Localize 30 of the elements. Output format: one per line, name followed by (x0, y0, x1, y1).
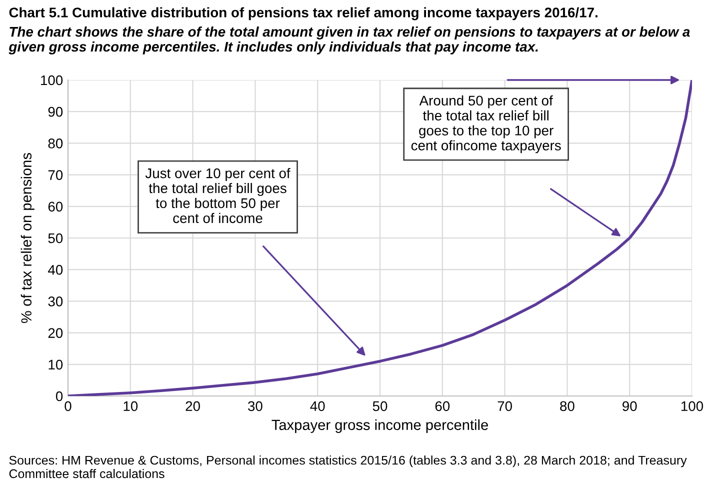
y-tick-label: 20 (48, 328, 63, 338)
line-series (68, 80, 692, 396)
x-tick-label: 30 (248, 401, 262, 412)
x-tick-label: 50 (372, 401, 388, 412)
y-tick-label: 100 (41, 75, 63, 86)
annotation: Just over 10 per cent of the total relief bill goes to the bottom 50 per cent of income (145, 168, 290, 224)
y-tick-label: 30 (48, 296, 63, 306)
y-tick-label: 10 (48, 360, 63, 370)
y-tick-label: 50 (48, 233, 63, 244)
x-tick-label: 0 (64, 401, 72, 412)
y-tick-label: 40 (48, 264, 63, 275)
x-tick-label: 60 (435, 401, 450, 412)
x-tick-label: 90 (622, 401, 637, 412)
y-tick-label: 90 (48, 106, 63, 117)
x-tick-label: 10 (124, 401, 138, 412)
annotation: Around 50 per cent of the total tax relief bill goes to the top 10 per cent ofincome taxpayers (411, 95, 561, 154)
x-tick-label: 70 (498, 401, 512, 412)
y-tick-label: 0 (56, 391, 63, 402)
chart-title: Chart 5.1 Cumulative distribution of pensions tax relief among income taxpayers 2016/17. (9, 7, 598, 20)
x-axis-title: Taxpayer gross income percentile (272, 419, 488, 433)
x-tick-label: 40 (310, 401, 325, 412)
y-axis-title: % of tax relief on pensions (20, 152, 34, 323)
source-note: Sources: HM Revenue & Customs, Personal incomes statistics 2015/16 (tables 3.3 and 3.8), 28 March 2018; and Treasury Committee staff calculations (9, 455, 687, 478)
y-tick-label: 70 (48, 170, 63, 180)
chart-subtitle: The chart shows the share of the total amount given in tax relief on pensions to taxpayers at or below a given gross income percentiles. It includes only individuals that pay income tax. (8, 26, 690, 54)
y-tick-label: 60 (48, 202, 63, 212)
x-tick-label: 20 (186, 401, 200, 412)
y-tick-label: 80 (48, 138, 63, 148)
x-tick-label: 100 (681, 401, 704, 412)
x-tick-label: 80 (560, 401, 574, 412)
